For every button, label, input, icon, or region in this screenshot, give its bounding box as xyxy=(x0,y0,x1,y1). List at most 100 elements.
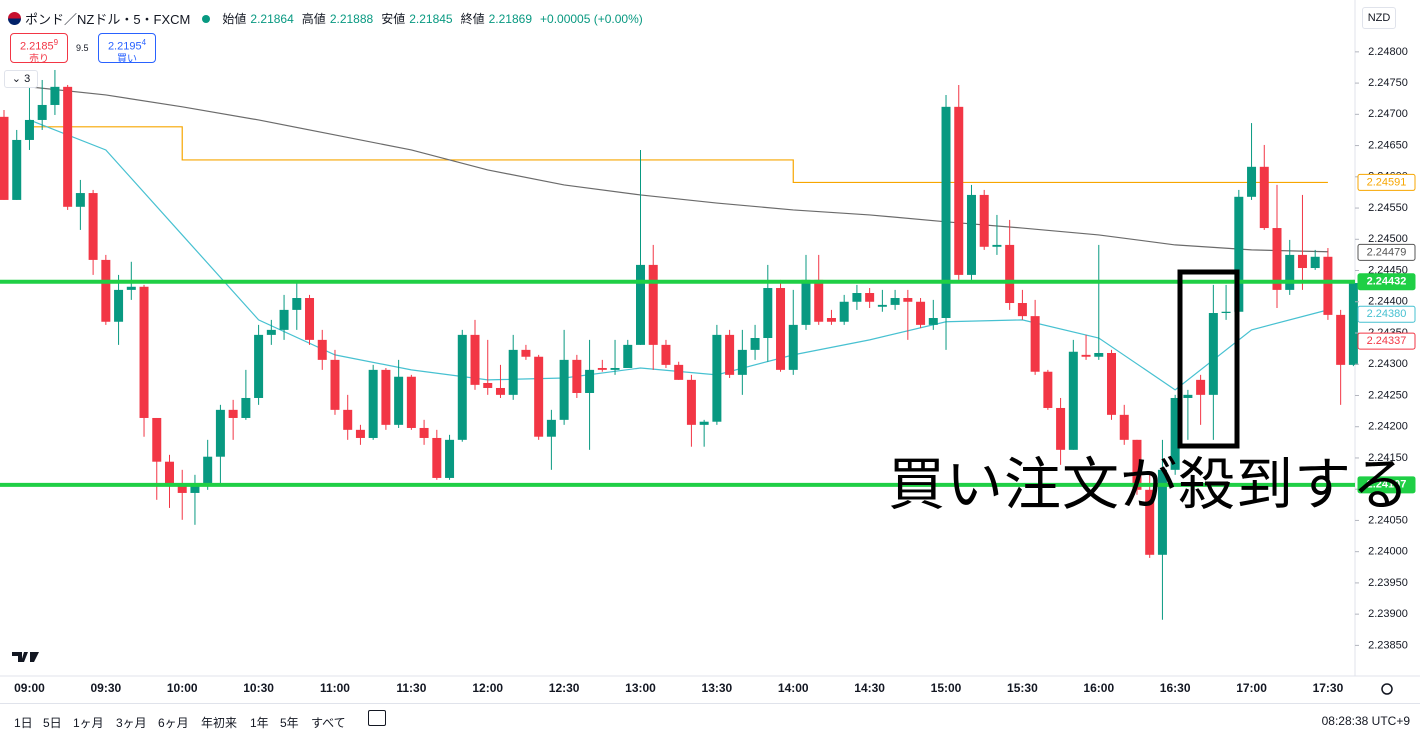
candle-body xyxy=(1094,352,1104,357)
sell-button[interactable]: 2.21859 売り xyxy=(10,33,68,65)
price-tag-label: 2.24479 xyxy=(1367,246,1407,258)
range-button[interactable]: 1年 xyxy=(250,716,269,730)
x-tick-label: 14:00 xyxy=(778,681,809,695)
candle-body xyxy=(1005,244,1015,304)
settings-icon[interactable] xyxy=(1381,683,1393,695)
y-tick-label: 2.24700 xyxy=(1368,108,1408,120)
candle-body xyxy=(903,298,913,302)
range-button[interactable]: すべて xyxy=(311,716,346,730)
candle-body xyxy=(432,437,442,478)
candle-body xyxy=(992,244,1002,247)
highlight-box xyxy=(1177,269,1240,449)
indicator-toggle[interactable]: ⌄ 3 xyxy=(4,70,38,88)
range-button[interactable]: 1日 xyxy=(14,716,33,730)
price-tag-label: 2.24591 xyxy=(1367,176,1407,188)
candle-body xyxy=(1183,394,1193,398)
candle-body xyxy=(725,334,735,375)
price-tag xyxy=(1357,305,1416,323)
candle-body xyxy=(1272,228,1282,290)
candle-body xyxy=(1285,254,1295,290)
candle-body xyxy=(1336,314,1346,365)
candle-body xyxy=(177,486,187,493)
price-tag xyxy=(1357,173,1416,191)
legend: ポンド／NZドル・5・FXCM 始値 2.21864 高値 2.21888 安値 2.… xyxy=(8,9,647,28)
candle-body xyxy=(164,461,174,487)
change: +0.00005 (+0.00%) xyxy=(540,11,643,26)
candle-body xyxy=(317,339,327,360)
y-tick-label: 2.24250 xyxy=(1368,389,1408,401)
candle-body xyxy=(814,279,824,322)
date-range-icon[interactable] xyxy=(368,710,386,726)
candle-body xyxy=(941,106,951,319)
clock: 08:28:38 UTC+9 xyxy=(1321,714,1410,728)
y-tick-label: 2.23900 xyxy=(1368,608,1408,620)
x-tick-label: 14:30 xyxy=(854,681,885,695)
plot xyxy=(0,69,1358,620)
range-button[interactable]: 6ヶ月 xyxy=(158,716,189,730)
candle-body xyxy=(483,382,493,388)
y-tick-label: 2.24800 xyxy=(1368,46,1408,58)
candle-body xyxy=(381,369,391,425)
candle-body xyxy=(254,334,264,398)
candle-body xyxy=(445,439,455,478)
candle-body xyxy=(572,359,582,393)
candle-body xyxy=(330,359,340,410)
price-tag-label: 2.24107 xyxy=(1367,479,1407,491)
y-tick-label: 2.24050 xyxy=(1368,514,1408,526)
candle-body xyxy=(699,421,709,425)
x-tick-label: 10:00 xyxy=(167,681,198,695)
x-tick-label: 12:30 xyxy=(549,681,580,695)
ohlc-value: 2.21869 xyxy=(488,11,533,26)
candle-body xyxy=(661,344,671,365)
candle-body xyxy=(12,139,22,200)
x-tick-label: 10:30 xyxy=(243,681,274,695)
x-tick-label: 17:00 xyxy=(1236,681,1267,695)
candle-body xyxy=(1068,351,1078,450)
x-tick-label: 15:30 xyxy=(1007,681,1038,695)
currency-button[interactable]: NZD xyxy=(1362,7,1396,29)
range-button[interactable]: 1ヶ月 xyxy=(73,716,104,730)
candle-body xyxy=(1323,256,1333,315)
sell-pip: 9 xyxy=(53,38,59,47)
range-button[interactable]: 5日 xyxy=(43,716,62,730)
x-tick-label: 13:00 xyxy=(625,681,656,695)
candle-body xyxy=(1208,313,1218,395)
candle-body xyxy=(508,349,518,395)
range-button[interactable]: 3ヶ月 xyxy=(116,716,147,730)
price-tag xyxy=(1357,243,1416,261)
y-tick-label: 2.23950 xyxy=(1368,577,1408,589)
range-button[interactable]: 5年 xyxy=(280,716,299,730)
candle-body xyxy=(88,193,98,260)
candle-body xyxy=(865,293,875,302)
buy-price: 2.2195 xyxy=(107,40,142,53)
x-tick-label: 09:00 xyxy=(14,681,45,695)
candle-body xyxy=(763,288,773,338)
candle-body xyxy=(190,483,200,493)
candle-body xyxy=(966,194,976,275)
candle-body xyxy=(1107,352,1117,415)
price-tag xyxy=(1357,476,1416,494)
indicator-count: 3 xyxy=(24,73,31,85)
price-tag-label: 2.24380 xyxy=(1367,308,1407,320)
x-tick-label: 15:00 xyxy=(931,681,962,695)
candle-body xyxy=(750,338,760,350)
candle-body xyxy=(776,288,786,370)
ohlc-label: 安値 xyxy=(381,12,406,26)
candle-body xyxy=(1119,414,1129,440)
candle-body xyxy=(0,116,9,200)
candle-body xyxy=(394,376,404,425)
sell-price: 2.2185 xyxy=(19,40,54,53)
candle-body xyxy=(203,456,213,484)
buy-pip: 4 xyxy=(141,38,147,47)
candle-body xyxy=(877,304,887,307)
buy-label: 買い xyxy=(117,54,137,66)
candle-body xyxy=(1081,354,1091,357)
status-dot xyxy=(202,14,211,23)
candle-body xyxy=(139,286,149,418)
ohlc-label: 終値 xyxy=(460,12,485,26)
candle-body xyxy=(585,369,595,393)
buy-button[interactable]: 2.21954 買い xyxy=(98,33,156,66)
candle-body xyxy=(495,387,505,395)
range-button[interactable]: 年初来 xyxy=(201,716,238,730)
